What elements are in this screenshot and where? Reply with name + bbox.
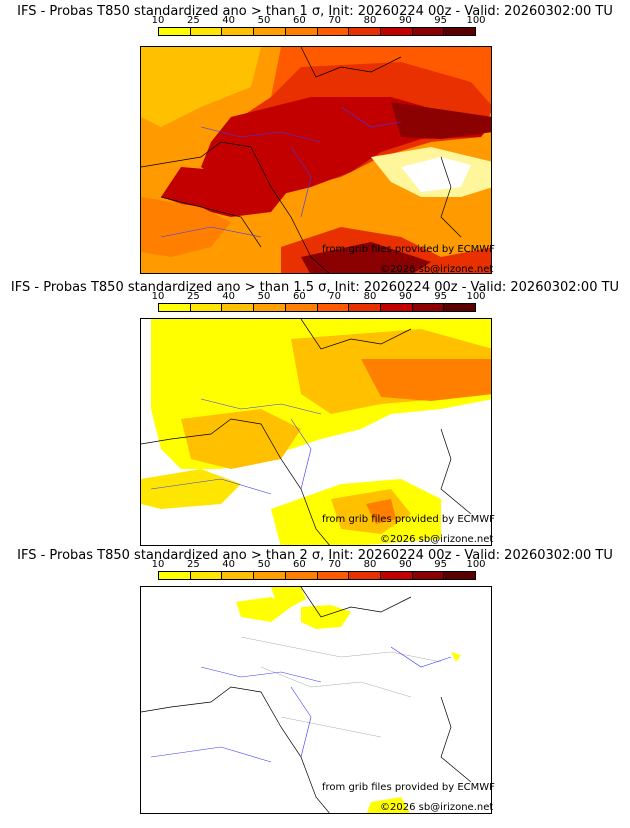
- colorbar-tick-label: 25: [186, 291, 200, 302]
- panel-title: IFS - Probas T850 standardized ano > tha…: [10, 280, 620, 295]
- colorbar-swatch: [222, 572, 255, 579]
- colorbar-swatch: [349, 572, 381, 579]
- colorbar-swatch: [254, 304, 286, 311]
- colorbar-swatch: [349, 304, 381, 311]
- colorbar: [158, 303, 476, 312]
- colorbar-swatch: [317, 304, 350, 311]
- colorbar-tick-label: 90: [398, 15, 412, 26]
- colorbar-tick-label: 70: [328, 559, 342, 570]
- colorbar-tick-label: 100: [466, 291, 486, 302]
- colorbar-tick-label: 40: [222, 291, 236, 302]
- colorbar-swatch: [159, 304, 191, 311]
- colorbar-swatch: [254, 28, 286, 35]
- probability-map: [140, 586, 492, 814]
- credit-copyright: ©2026 sb@irizone.net: [380, 802, 494, 813]
- colorbar-swatch: [159, 28, 191, 35]
- colorbar-tick-label: 50: [257, 291, 271, 302]
- colorbar-swatch: [444, 28, 476, 35]
- colorbar-swatch: [349, 28, 381, 35]
- colorbar-labels: 10 25 40 50 60 70 80 90 95 100: [152, 559, 486, 571]
- colorbar: [158, 27, 476, 36]
- colorbar-swatch: [159, 572, 191, 579]
- colorbar-swatch: [380, 28, 413, 35]
- colorbar-swatch: [222, 304, 255, 311]
- colorbar-tick-label: 100: [466, 559, 486, 570]
- colorbar-tick-label: 25: [186, 559, 200, 570]
- colorbar-tick-label: 80: [363, 15, 377, 26]
- colorbar-swatch: [317, 572, 350, 579]
- colorbar-tick-label: 50: [257, 15, 271, 26]
- colorbar-tick-label: 50: [257, 559, 271, 570]
- colorbar-swatch: [412, 572, 445, 579]
- colorbar-swatch: [380, 304, 413, 311]
- panel-title: IFS - Probas T850 standardized ano > tha…: [17, 548, 613, 563]
- colorbar-swatch: [190, 572, 223, 579]
- colorbar-tick-label: 10: [151, 15, 165, 26]
- colorbar-tick-label: 10: [151, 291, 165, 302]
- colorbar-tick-label: 95: [434, 15, 448, 26]
- colorbar-labels: 10 25 40 50 60 70 80 90 95 100: [152, 291, 486, 303]
- colorbar-tick-label: 70: [328, 291, 342, 302]
- colorbar-swatch: [412, 304, 445, 311]
- map-graphic: [141, 47, 491, 273]
- map-panel-1-5sigma: IFS - Probas T850 standardized ano > tha…: [0, 276, 630, 548]
- colorbar-labels: 10 25 40 50 60 70 80 90 95 100: [152, 15, 486, 27]
- colorbar-tick-label: 100: [466, 15, 486, 26]
- map-graphic: [141, 587, 491, 813]
- credit-source: from grib files provided by ECMWF: [322, 244, 495, 255]
- map-panel-2sigma: IFS - Probas T850 standardized ano > tha…: [0, 548, 630, 828]
- credit-copyright: ©2026 sb@irizone.net: [380, 264, 494, 275]
- colorbar-swatch: [285, 28, 318, 35]
- colorbar-tick-label: 25: [186, 15, 200, 26]
- colorbar-swatch: [222, 28, 255, 35]
- colorbar-swatch: [190, 28, 223, 35]
- colorbar-tick-label: 40: [222, 15, 236, 26]
- colorbar: [158, 571, 476, 580]
- colorbar-tick-label: 60: [292, 291, 306, 302]
- colorbar-tick-label: 80: [363, 291, 377, 302]
- probability-map: [140, 46, 492, 274]
- colorbar-tick-label: 95: [434, 291, 448, 302]
- credit-source: from grib files provided by ECMWF: [322, 782, 495, 793]
- colorbar-swatch: [380, 572, 413, 579]
- credit-source: from grib files provided by ECMWF: [322, 514, 495, 525]
- colorbar-swatch: [444, 572, 476, 579]
- map-graphic: [141, 319, 491, 545]
- colorbar-tick-label: 80: [363, 559, 377, 570]
- colorbar-tick-label: 10: [151, 559, 165, 570]
- colorbar-swatch: [254, 572, 286, 579]
- colorbar-swatch: [285, 304, 318, 311]
- colorbar-tick-label: 95: [434, 559, 448, 570]
- panel-title: IFS - Probas T850 standardized ano > tha…: [17, 4, 613, 19]
- colorbar-tick-label: 60: [292, 15, 306, 26]
- colorbar-tick-label: 90: [398, 559, 412, 570]
- map-panel-1sigma: IFS - Probas T850 standardized ano > tha…: [0, 0, 630, 276]
- colorbar-tick-label: 40: [222, 559, 236, 570]
- colorbar-tick-label: 70: [328, 15, 342, 26]
- colorbar-swatch: [285, 572, 318, 579]
- colorbar-swatch: [444, 304, 476, 311]
- credit-copyright: ©2026 sb@irizone.net: [380, 534, 494, 545]
- colorbar-swatch: [317, 28, 350, 35]
- colorbar-tick-label: 60: [292, 559, 306, 570]
- colorbar-tick-label: 90: [398, 291, 412, 302]
- colorbar-swatch: [412, 28, 445, 35]
- colorbar-swatch: [190, 304, 223, 311]
- probability-map: [140, 318, 492, 546]
